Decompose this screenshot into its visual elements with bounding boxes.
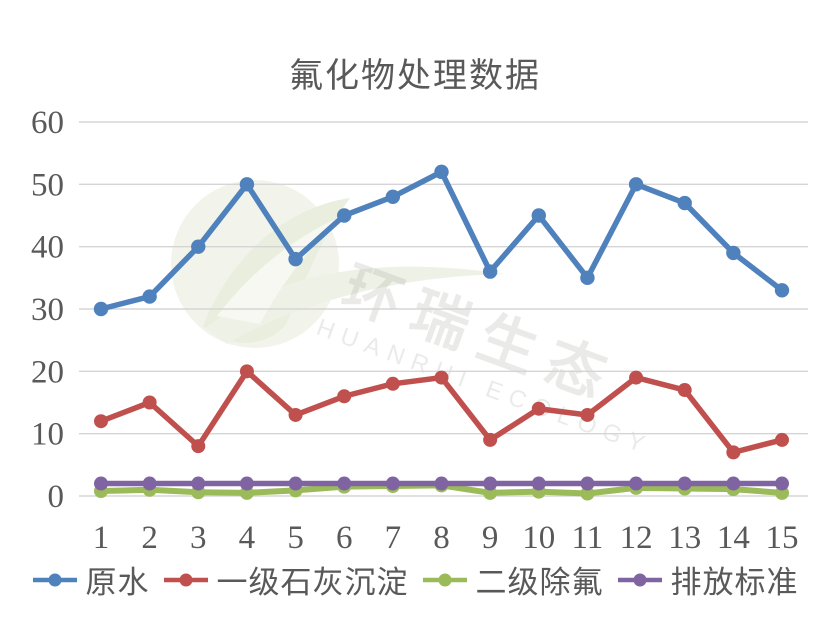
x-axis-tick-label: 8 [433, 520, 450, 556]
data-point-s2-x11 [580, 486, 595, 501]
x-axis-tick-label: 2 [141, 520, 158, 556]
x-axis-tick-label: 1 [93, 520, 110, 556]
legend-label: 一级石灰沉淀 [216, 565, 409, 600]
data-point-s3-x11 [580, 476, 595, 491]
x-axis-tick-label: 5 [287, 520, 304, 556]
data-point-s1-x12 [629, 370, 644, 385]
data-point-s0-x7 [385, 189, 401, 204]
x-axis-tick-label: 3 [190, 520, 207, 556]
data-point-s1-x6 [337, 389, 352, 404]
data-point-s0-x5 [288, 251, 303, 267]
data-point-s1-x4 [239, 364, 254, 379]
y-axis-tick-label: 20 [31, 354, 64, 390]
data-point-s0-x6 [337, 208, 352, 223]
legend-label: 排放标准 [670, 565, 799, 600]
data-point-s1-x11 [580, 407, 595, 422]
x-axis-tick-label: 6 [336, 520, 353, 556]
data-point-s0-x4 [239, 177, 255, 192]
x-axis-tick-label: 15 [766, 520, 799, 556]
data-point-s1-x10 [531, 401, 546, 416]
data-point-s0-x1 [93, 301, 109, 317]
data-point-s0-x2 [142, 289, 157, 304]
x-axis-tick-label: 10 [522, 520, 555, 556]
legend-item-1: 一级石灰沉淀 [163, 557, 409, 602]
x-axis-tick-label: 9 [482, 520, 499, 556]
legend-item-0: 原水 [32, 557, 150, 602]
data-point-s0-x11 [580, 270, 595, 286]
data-point-s3-x8 [434, 476, 449, 491]
x-axis-tick-label: 11 [572, 520, 604, 556]
data-point-s1-x1 [94, 414, 108, 429]
data-point-s1-x14 [726, 445, 741, 460]
data-point-s1-x8 [434, 370, 449, 385]
data-point-s1-x13 [677, 383, 692, 398]
data-point-s1-x2 [142, 395, 157, 410]
legend-marker-icon [422, 573, 467, 586]
y-axis-tick-label: 10 [31, 417, 64, 453]
y-axis-tick-label: 60 [31, 105, 64, 141]
data-point-s1-x7 [385, 376, 400, 391]
data-point-s3-x3 [191, 476, 206, 491]
data-point-s0-x9 [482, 264, 498, 279]
x-axis-tick-label: 7 [385, 520, 402, 556]
legend-marker-icon [617, 573, 662, 586]
data-point-s3-x7 [385, 476, 400, 491]
chart-title: 氟化物处理数据 [289, 58, 541, 95]
data-point-s3-x6 [337, 476, 352, 491]
data-point-s0-x12 [628, 177, 644, 192]
x-axis-tick-label: 14 [717, 520, 750, 556]
x-axis-tick-label: 4 [239, 520, 256, 556]
data-point-s3-x12 [629, 476, 644, 491]
legend-marker-icon [163, 573, 208, 586]
data-point-s3-x2 [142, 476, 157, 491]
x-axis-tick-label: 13 [668, 520, 701, 556]
data-point-s3-x5 [288, 476, 303, 491]
chart-legend: 原水 一级石灰沉淀 二级除氟 排放标准 [0, 557, 830, 602]
data-point-s3-x9 [483, 476, 498, 491]
series-line-0 [98, 169, 785, 312]
data-point-s3-x10 [531, 476, 546, 491]
data-point-s3-x1 [94, 476, 108, 491]
data-point-s1-x15 [775, 432, 789, 447]
data-point-s0-x13 [677, 195, 692, 211]
y-axis-tick-label: 0 [48, 479, 65, 515]
data-point-s1-x3 [191, 439, 206, 454]
y-axis-tick-label: 50 [31, 167, 64, 203]
data-point-s3-x13 [677, 476, 692, 491]
data-point-s1-x9 [483, 432, 498, 447]
data-point-s3-x4 [239, 476, 254, 491]
data-point-s0-x15 [774, 283, 790, 298]
data-point-s1-x5 [288, 407, 303, 422]
legend-item-2: 二级除氟 [422, 557, 604, 602]
y-axis-tick-label: 30 [31, 292, 64, 328]
data-point-s3-x14 [726, 476, 741, 491]
data-point-s0-x10 [531, 208, 546, 223]
data-point-s0-x8 [434, 164, 449, 180]
legend-label: 原水 [85, 565, 150, 600]
y-axis-tick-label: 40 [31, 230, 64, 266]
data-point-s3-x15 [775, 476, 789, 491]
data-point-s0-x14 [726, 245, 741, 261]
legend-item-3: 排放标准 [617, 557, 799, 602]
legend-marker-icon [32, 573, 77, 586]
data-point-s0-x3 [191, 239, 206, 254]
x-axis-tick-label: 12 [620, 520, 653, 556]
legend-label: 二级除氟 [475, 565, 604, 600]
